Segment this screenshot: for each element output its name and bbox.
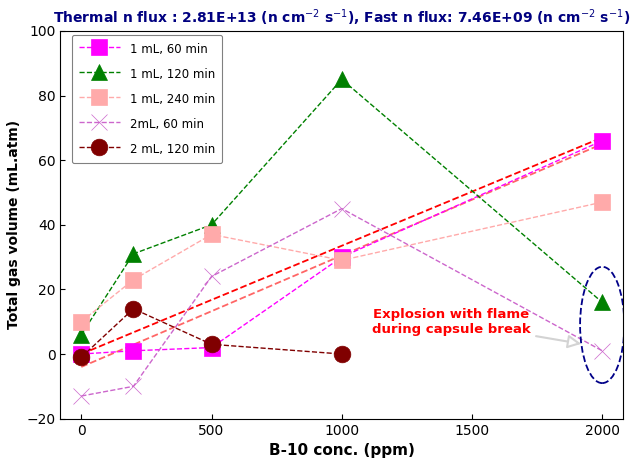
2mL, 60 min bbox=[208, 274, 215, 279]
2 mL, 120 min bbox=[208, 341, 215, 347]
1 mL, 240 min bbox=[338, 258, 345, 263]
Line: 1 mL, 240 min: 1 mL, 240 min bbox=[73, 194, 610, 330]
1 mL, 120 min bbox=[208, 222, 215, 227]
Legend: 1 mL, 60 min, 1 mL, 120 min, 1 mL, 240 min, 2mL, 60 min, 2 mL, 120 min: 1 mL, 60 min, 1 mL, 120 min, 1 mL, 240 m… bbox=[72, 35, 222, 163]
Line: 1 mL, 60 min: 1 mL, 60 min bbox=[74, 133, 610, 362]
1 mL, 240 min bbox=[130, 277, 137, 282]
Line: 2mL, 60 min: 2mL, 60 min bbox=[74, 201, 610, 404]
1 mL, 120 min bbox=[598, 299, 606, 305]
Text: Explosion with flame
during capsule break: Explosion with flame during capsule brea… bbox=[372, 308, 579, 347]
2 mL, 120 min bbox=[77, 354, 85, 360]
2mL, 60 min bbox=[598, 348, 606, 353]
1 mL, 240 min bbox=[77, 319, 85, 325]
2mL, 60 min bbox=[130, 384, 137, 389]
1 mL, 60 min bbox=[208, 345, 215, 350]
1 mL, 60 min bbox=[130, 348, 137, 353]
Line: 2 mL, 120 min: 2 mL, 120 min bbox=[73, 300, 350, 365]
Line: 1 mL, 120 min: 1 mL, 120 min bbox=[73, 71, 610, 343]
1 mL, 120 min bbox=[130, 251, 137, 257]
1 mL, 240 min bbox=[598, 199, 606, 205]
1 mL, 120 min bbox=[338, 77, 345, 82]
1 mL, 240 min bbox=[208, 232, 215, 237]
Title: Thermal n flux : 2.81E+13 (n cm$^{-2}$ s$^{-1}$), Fast n flux: 7.46E+09 (n cm$^{: Thermal n flux : 2.81E+13 (n cm$^{-2}$ s… bbox=[53, 7, 630, 27]
2 mL, 120 min bbox=[130, 306, 137, 312]
1 mL, 60 min bbox=[598, 138, 606, 144]
1 mL, 120 min bbox=[77, 332, 85, 338]
Y-axis label: Total gas volume (mL.atm): Total gas volume (mL.atm) bbox=[7, 120, 21, 329]
2mL, 60 min bbox=[77, 393, 85, 399]
1 mL, 60 min bbox=[77, 351, 85, 357]
1 mL, 60 min bbox=[338, 254, 345, 260]
2 mL, 120 min bbox=[338, 351, 345, 357]
X-axis label: B-10 conc. (ppm): B-10 conc. (ppm) bbox=[269, 443, 415, 458]
2mL, 60 min bbox=[338, 206, 345, 212]
